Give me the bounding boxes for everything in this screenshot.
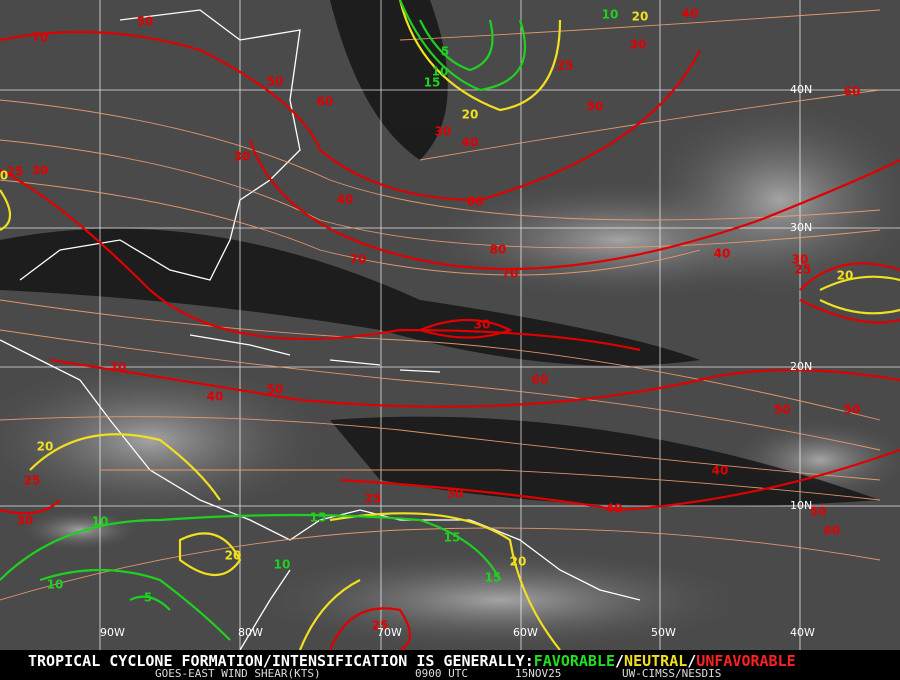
contour-label: 20 — [462, 108, 479, 122]
lon-label: 80W — [238, 626, 263, 639]
contour-label: 15 — [310, 511, 327, 525]
lon-label: 90W — [100, 626, 125, 639]
favorable: FAVORABLE — [534, 652, 615, 670]
contour-label: 40 — [714, 247, 731, 261]
contour-label: 60 — [844, 85, 861, 99]
lat-label: 10N — [790, 499, 812, 512]
footer-band — [0, 650, 900, 680]
contour-label: 50 — [137, 15, 154, 29]
grid — [0, 0, 900, 650]
contour-label: 25 — [795, 263, 812, 277]
contour-label: 50 — [587, 100, 604, 114]
contour-label: 70 — [502, 267, 519, 281]
contour-label: 40 — [207, 390, 224, 404]
contour-label: 30 — [630, 38, 647, 52]
contour-label: 40 — [606, 502, 623, 516]
contour-label: 30 — [32, 164, 49, 178]
contour-label: 20 — [837, 269, 854, 283]
contour-label: 30 — [234, 150, 251, 164]
contour-label: 30 — [17, 514, 34, 528]
separator: / — [615, 652, 624, 670]
time: 0900 UTC — [415, 667, 468, 680]
contour-label: 30 — [447, 487, 464, 501]
contour-label: 80 — [490, 243, 507, 257]
contour-label: 60 — [317, 95, 334, 109]
contour-label: 70 — [32, 31, 49, 45]
contour-label: 20 — [510, 555, 527, 569]
contour-label: 50 — [844, 403, 861, 417]
contour-label: 60 — [467, 195, 484, 209]
contour-label: 20 — [632, 10, 649, 24]
dry-areas — [0, 0, 880, 507]
unfavorable: UNFAVORABLE — [696, 652, 795, 670]
lat-label: 30N — [790, 221, 812, 234]
contour-label: 50 — [774, 403, 791, 417]
contour-label: 10 — [602, 8, 619, 22]
contour-label: 25 — [557, 59, 574, 73]
contour-label: 30 — [435, 125, 452, 139]
contour-label: 25 — [365, 492, 382, 506]
lon-label: 40W — [790, 626, 815, 639]
contour-label: 10 — [47, 578, 64, 592]
contour-label: 50 — [267, 75, 284, 89]
footer-line: TROPICAL CYCLONE FORMATION/INTENSIFICATI… — [28, 652, 796, 670]
contour-label: 30 — [474, 318, 491, 332]
contours-unfavorable — [0, 30, 900, 651]
contour-label: 40 — [712, 464, 729, 478]
lat-label: 20N — [790, 360, 812, 373]
contours-neutral — [0, 0, 900, 651]
grid-labels: 40N 30N 20N 10N 90W 80W 70W 60W 50W 40W — [100, 83, 815, 639]
contours-favorable — [0, 0, 527, 641]
contour-label: 40 — [462, 136, 479, 150]
contour-label: 60 — [824, 524, 841, 538]
contour-label: 60 — [532, 373, 549, 387]
contour-label: 20 — [37, 440, 54, 454]
coastlines — [0, 9, 641, 651]
contour-label: 10 — [432, 65, 449, 79]
contour-label: 25 — [7, 165, 24, 179]
neutral: NEUTRAL — [624, 652, 687, 670]
contour-label: 5 — [441, 45, 449, 59]
streamlines — [0, 9, 881, 601]
contour-label: 15 — [424, 76, 441, 90]
lon-label: 70W — [377, 626, 402, 639]
contour-label: 70 — [350, 253, 367, 267]
contour-label: 50 — [267, 383, 284, 397]
contour-label: 40 — [682, 7, 699, 21]
separator: / — [687, 652, 696, 670]
contour-label: 0 — [0, 169, 8, 183]
contour-label: 25 — [24, 474, 41, 488]
contour-label: 25 — [372, 619, 389, 633]
source: UW-CIMSS/NESDIS — [622, 667, 721, 680]
contour-label: 30 — [792, 253, 809, 267]
contour-label: 40 — [337, 193, 354, 207]
contour-label: 5 — [144, 591, 152, 605]
contour-label: 10 — [274, 558, 291, 572]
imagery — [0, 100, 900, 650]
contour-label: 15 — [444, 531, 461, 545]
lon-label: 50W — [651, 626, 676, 639]
contour-label: 50 — [810, 505, 827, 519]
lon-label: 60W — [513, 626, 538, 639]
statement: TROPICAL CYCLONE FORMATION/INTENSIFICATI… — [28, 652, 534, 670]
contour-label: 70 — [110, 361, 127, 375]
lat-label: 40N — [790, 83, 812, 96]
contour-label: 10 — [92, 515, 109, 529]
contour-label: 15 — [485, 571, 502, 585]
contour-label: 20 — [225, 549, 242, 563]
product: GOES-EAST WIND SHEAR(KTS) — [155, 667, 321, 680]
date: 15NOV25 — [515, 667, 561, 680]
